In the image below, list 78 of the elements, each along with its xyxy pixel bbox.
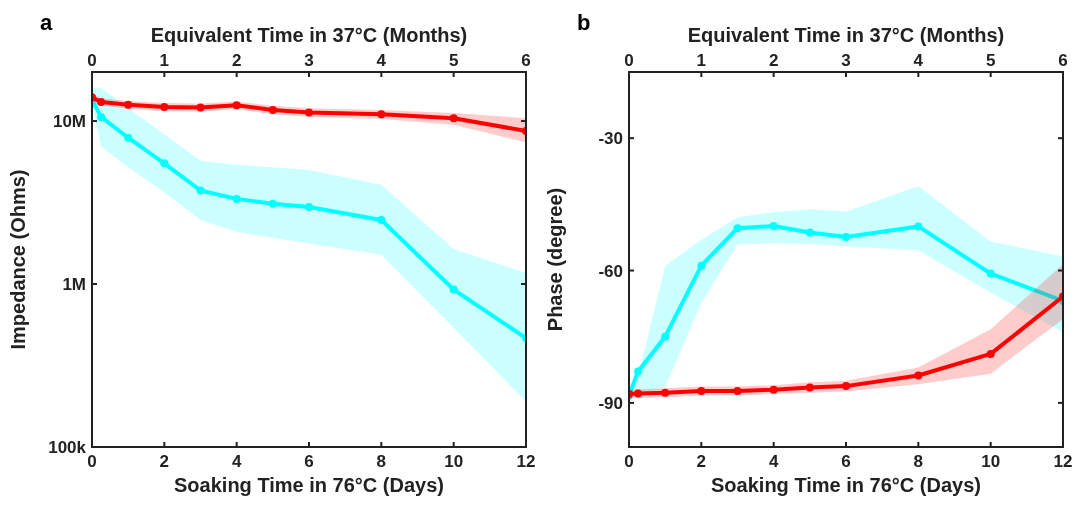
point [160,159,169,168]
point [634,389,643,398]
x2-tick-label: 1 [159,51,170,70]
point [305,108,313,117]
x-tick-label: 12 [1053,452,1073,471]
x-tick-label: 10 [444,452,464,471]
y-axis-title: Impedance (Ohms) [7,169,29,350]
point [914,371,923,380]
point [449,114,458,123]
x-tick-label: 6 [841,452,851,471]
point [733,386,742,395]
point [232,194,241,203]
x-axis-title: Soaking Time in 76°C (Days) [174,474,444,496]
x2-axis-title: Equivalent Time in 37°C (Months) [687,24,1005,46]
x2-tick-label: 1 [696,51,707,70]
x-tick-label: 4 [231,452,242,471]
point [124,133,133,142]
x2-tick-label: 3 [841,51,851,70]
point [769,221,778,230]
point [268,105,277,114]
point [914,222,923,231]
x-tick-label: 8 [376,452,387,471]
x2-tick-label: 5 [448,51,459,70]
x-tick-label: 10 [981,452,1001,471]
point [986,349,995,358]
point [697,386,706,395]
x-tick-label: 0 [87,452,97,471]
point [733,224,742,233]
y-tick-label: -90 [598,393,623,413]
point [232,101,241,110]
x2-axis-title: Equivalent Time in 37°C (Months) [150,24,468,46]
y-tick-label: -60 [598,261,623,281]
point [196,103,205,112]
text: a [40,10,53,35]
point [769,385,778,394]
x-tick-label: 8 [913,452,924,471]
point [160,102,169,111]
point [196,186,205,195]
x-tick-label: 6 [304,452,314,471]
y-tick-label: 1M [62,275,86,295]
x2-tick-label: 2 [768,51,779,70]
x2-tick-label: 2 [231,51,242,70]
y-tick-label: 100k [48,438,87,457]
point [449,285,458,294]
x-tick-label: 2 [159,452,170,471]
x-tick-label: 0 [624,452,634,471]
point [805,383,814,392]
x2-tick-label: 6 [521,51,531,70]
x2-tick-label: 0 [87,51,97,70]
point [377,216,386,225]
point [97,112,106,121]
x2-tick-label: 6 [1058,51,1068,70]
point [268,199,277,208]
point [124,100,133,109]
point [97,97,106,106]
point [842,233,850,241]
x-tick-label: 4 [768,452,779,471]
x-tick-label: 12 [516,452,536,471]
point [805,228,814,237]
x-tick-label: 2 [696,452,707,471]
point [986,269,995,278]
text: b [577,10,591,35]
point [634,367,643,376]
x2-tick-label: 5 [985,51,996,70]
point [377,110,386,119]
x2-tick-label: 3 [304,51,314,70]
x2-tick-label: 0 [624,51,634,70]
x-axis-title: Soaking Time in 76°C (Days) [711,474,981,496]
point [305,202,313,211]
point [697,261,706,270]
y-axis-title: Phase (degree) [544,187,566,332]
point [661,332,670,341]
y-tick-label: 10M [52,112,86,132]
x2-tick-label: 4 [376,51,387,70]
y-tick-label: -30 [598,129,623,149]
point [842,382,850,391]
point [661,388,670,397]
x2-tick-label: 4 [913,51,924,70]
